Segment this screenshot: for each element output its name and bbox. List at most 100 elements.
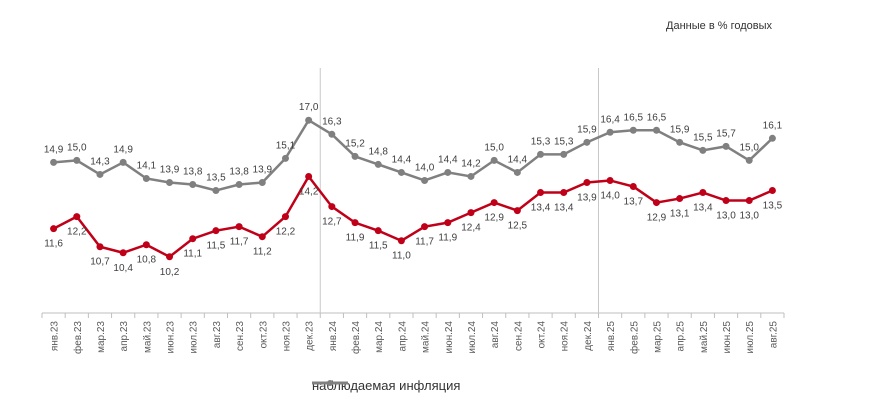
x-tick-label: июн.23 (166, 321, 177, 354)
data-point (397, 237, 405, 245)
data-point (421, 223, 429, 231)
data-label: 10,2 (160, 267, 180, 278)
data-point (444, 168, 452, 176)
data-label: 13,8 (229, 166, 249, 177)
x-tick-label: окт.23 (258, 321, 269, 349)
data-label: 14,3 (90, 156, 110, 167)
x-tick-label: сен.23 (235, 321, 246, 351)
data-point (258, 233, 266, 241)
data-point (629, 183, 637, 190)
data-label: 12,2 (276, 227, 296, 238)
data-label: 13,5 (763, 201, 783, 212)
data-point (281, 154, 289, 162)
legend-marker-icon (312, 380, 348, 386)
data-point (606, 176, 614, 184)
data-label: 12,4 (461, 223, 481, 234)
data-label: 12,9 (484, 213, 504, 224)
x-tick-label: июн.25 (722, 321, 733, 354)
x-tick-label: фев.25 (628, 321, 640, 354)
data-label: 10,4 (113, 263, 133, 274)
data-label: 11,5 (369, 241, 388, 252)
data-label: 12,7 (322, 217, 342, 228)
data-point (537, 150, 545, 158)
data-label: 14,0 (415, 162, 435, 173)
data-label: 11,1 (183, 249, 202, 260)
x-tick-label: янв.24 (328, 321, 339, 352)
data-label: 13,4 (693, 203, 713, 214)
data-label: 16,4 (600, 114, 620, 125)
data-point (560, 189, 568, 197)
data-point (467, 172, 475, 180)
data-label: 15,0 (484, 142, 504, 153)
x-tick-label: ноя.24 (560, 321, 571, 352)
data-label: 11,9 (346, 233, 365, 244)
x-tick-label: янв.23 (50, 321, 61, 352)
data-label: 14,4 (438, 154, 458, 165)
x-tick-label: янв.25 (606, 321, 617, 352)
data-label: 14,9 (44, 144, 64, 155)
series-line-0 (53, 118, 774, 192)
data-label: 16,3 (322, 116, 342, 127)
x-tick-label: мар.23 (96, 321, 107, 353)
data-point (73, 156, 81, 164)
data-label: 15,0 (67, 142, 87, 153)
data-label: 14,2 (461, 158, 481, 169)
data-label: 11,7 (230, 237, 249, 248)
data-label: 16,1 (763, 120, 783, 131)
data-label: 10,8 (137, 255, 157, 266)
data-label: 13,5 (206, 173, 226, 184)
data-point (560, 150, 568, 158)
data-label: 14,2 (299, 186, 319, 197)
data-label: 14,0 (600, 190, 620, 201)
data-label: 14,1 (137, 160, 157, 171)
data-label: 11,2 (253, 247, 272, 258)
data-label: 13,7 (624, 197, 644, 208)
x-tick-label: май.23 (142, 321, 153, 353)
x-tick-label: май.24 (421, 321, 432, 353)
data-point (328, 130, 336, 138)
data-label: 10,7 (90, 257, 110, 268)
data-label: 15,7 (716, 128, 736, 139)
legend: наблюдаемая инфляция (312, 378, 460, 393)
data-label: 13,8 (183, 166, 203, 177)
data-point (467, 209, 475, 217)
data-label: 11,9 (438, 233, 457, 244)
x-tick-label: апр.23 (119, 321, 130, 352)
data-point (606, 128, 614, 136)
data-point (397, 168, 405, 176)
x-tick-label: июн.24 (444, 321, 455, 354)
data-point (281, 213, 289, 221)
x-tick-label: дек.24 (583, 321, 594, 351)
data-point (351, 219, 359, 227)
x-tick-label: авг.24 (490, 321, 501, 349)
data-point (676, 195, 684, 203)
data-point (96, 170, 104, 178)
data-point (745, 156, 753, 164)
data-point (305, 116, 313, 124)
data-point (119, 158, 127, 166)
data-point (745, 197, 753, 205)
data-point (583, 178, 591, 186)
series-line-1 (53, 174, 773, 259)
data-point (189, 235, 197, 243)
data-point (328, 203, 336, 211)
data-label: 15,9 (670, 124, 690, 135)
data-point (768, 134, 776, 142)
x-tick-label: авг.25 (768, 321, 779, 349)
data-point (119, 249, 127, 257)
data-label: 14,8 (368, 146, 388, 157)
data-label: 17,0 (299, 102, 319, 113)
data-point (212, 227, 220, 235)
data-point (189, 180, 197, 188)
x-tick-label: фев.23 (72, 321, 84, 354)
x-tick-label: июл.25 (745, 321, 756, 354)
data-point (513, 207, 521, 215)
data-point (351, 152, 359, 160)
x-tick-label: июл.23 (189, 321, 200, 354)
data-point (490, 156, 498, 164)
x-tick-label: окт.24 (537, 321, 548, 349)
data-point (513, 168, 521, 176)
data-point (96, 243, 104, 251)
data-point (444, 219, 452, 227)
data-label: 13,9 (253, 164, 273, 175)
